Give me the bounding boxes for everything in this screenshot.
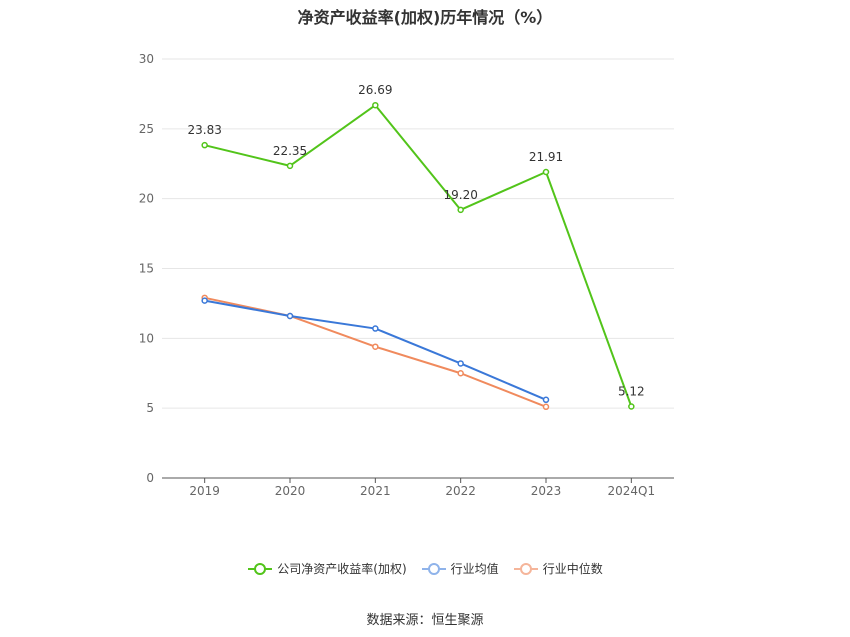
series-line bbox=[204, 104, 633, 407]
data-point bbox=[372, 343, 379, 350]
y-tick-label: 10 bbox=[139, 331, 154, 345]
y-tick-label: 15 bbox=[139, 262, 154, 276]
data-point bbox=[372, 101, 379, 109]
y-tick-label: 5 bbox=[146, 401, 154, 415]
legend-marker-company bbox=[248, 562, 273, 575]
x-tick-label: 2020 bbox=[275, 484, 306, 498]
data-source: 数据来源：恒生聚源 bbox=[366, 613, 484, 628]
y-tick-label: 20 bbox=[139, 192, 154, 206]
data-point bbox=[372, 325, 379, 332]
y-tick-label: 0 bbox=[146, 471, 154, 485]
data-point bbox=[457, 206, 464, 214]
y-tick-label: 25 bbox=[139, 122, 154, 136]
legend-item-industry-mean[interactable]: 行业均值 bbox=[421, 560, 499, 577]
x-tick-label: 2024Q1 bbox=[608, 484, 656, 498]
x-tick-label: 2023 bbox=[531, 484, 562, 498]
legend: 公司净资产收益率(加权) 行业均值 行业中位数 bbox=[0, 560, 850, 577]
legend-item-company[interactable]: 公司净资产收益率(加权) bbox=[247, 560, 407, 577]
data-point bbox=[542, 396, 550, 404]
data-point bbox=[286, 312, 294, 320]
data-point bbox=[286, 162, 294, 170]
data-label: 19.20 bbox=[443, 188, 477, 202]
data-label: 22.35 bbox=[273, 144, 307, 158]
x-tick-label: 2019 bbox=[189, 484, 220, 498]
line-chart: 0 5 10 15 20 25 30 2019 2020 2021 2022 2023 2024Q1 23… bbox=[139, 52, 674, 498]
data-point bbox=[201, 297, 208, 304]
series-line bbox=[204, 299, 547, 401]
y-tick-label: 30 bbox=[139, 52, 154, 66]
data-label: 5.12 bbox=[618, 384, 645, 398]
data-point bbox=[457, 370, 464, 377]
data-point bbox=[542, 403, 550, 411]
x-tick-label: 2021 bbox=[360, 484, 391, 498]
x-tick-label: 2022 bbox=[445, 484, 476, 498]
data-point bbox=[457, 360, 464, 367]
legend-marker-industry-median bbox=[513, 562, 538, 575]
legend-label-company: 公司净资产收益率(加权) bbox=[277, 562, 407, 576]
data-point bbox=[542, 168, 550, 176]
data-label: 21.91 bbox=[529, 150, 563, 164]
legend-label-industry-median: 行业中位数 bbox=[542, 562, 603, 576]
data-label: 26.69 bbox=[358, 83, 392, 97]
data-label: 23.83 bbox=[187, 123, 221, 137]
legend-item-industry-median[interactable]: 行业中位数 bbox=[513, 560, 603, 577]
data-point bbox=[628, 403, 635, 410]
chart-title: 净资产收益率(加权)历年情况（%） bbox=[297, 8, 553, 27]
data-point bbox=[201, 141, 208, 149]
series-line bbox=[204, 296, 547, 408]
legend-marker-industry-mean bbox=[421, 562, 446, 575]
legend-label-industry-mean: 行业均值 bbox=[450, 562, 499, 576]
